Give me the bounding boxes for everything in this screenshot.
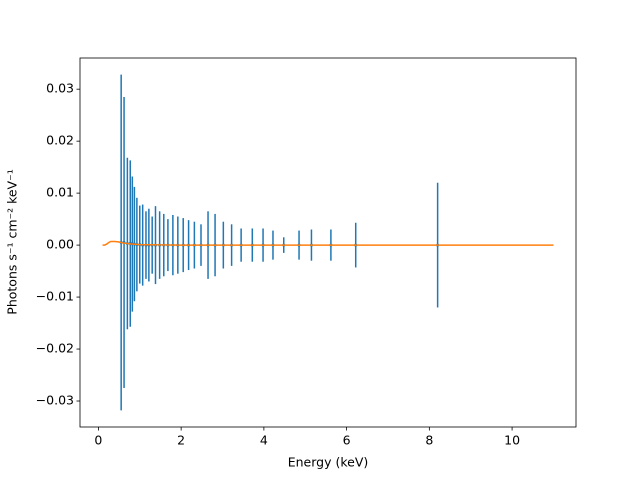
x-tick-label: 2 bbox=[177, 433, 185, 448]
y-tick-label: −0.01 bbox=[36, 289, 74, 304]
y-tick-label: 0.00 bbox=[46, 237, 74, 252]
y-tick-label: −0.03 bbox=[36, 393, 74, 408]
x-axis-label: Energy (keV) bbox=[288, 455, 369, 470]
x-tick-label: 8 bbox=[425, 433, 433, 448]
y-tick-label: −0.02 bbox=[36, 341, 74, 356]
y-tick-label: 0.02 bbox=[46, 133, 74, 148]
x-tick-label: 0 bbox=[94, 433, 102, 448]
y-tick-label: 0.03 bbox=[46, 81, 74, 96]
y-tick-label: 0.01 bbox=[46, 185, 74, 200]
model-line bbox=[102, 240, 554, 246]
y-axis-label: Photons s⁻¹ cm⁻² keV⁻¹ bbox=[5, 169, 20, 314]
x-tick-label: 6 bbox=[343, 433, 351, 448]
plot-frame bbox=[79, 57, 577, 428]
x-tick-label: 10 bbox=[504, 433, 520, 448]
x-tick-label: 4 bbox=[260, 433, 268, 448]
